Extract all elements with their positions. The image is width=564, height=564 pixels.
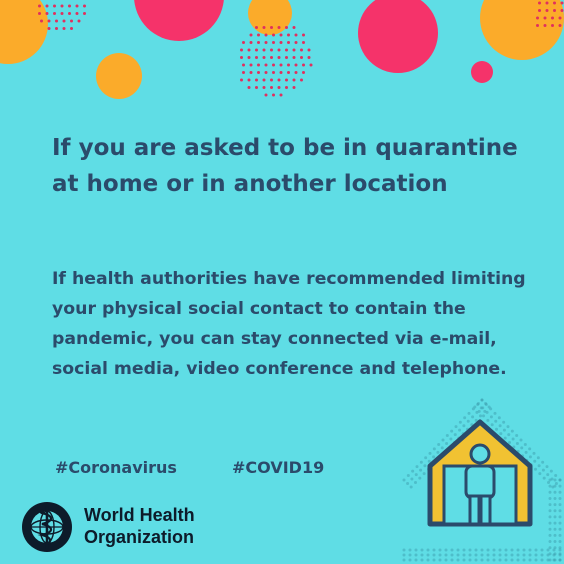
dot-pattern	[536, 1, 564, 27]
pink-circle	[134, 0, 224, 41]
orange-circle	[96, 53, 142, 99]
orange-circle	[0, 0, 48, 64]
orange-circle	[480, 0, 564, 60]
organization-name-line-2: Organization	[84, 527, 195, 547]
orange-circle	[248, 0, 292, 35]
hashtag-coronavirus: #Coronavirus	[55, 458, 177, 477]
organization-name: World Health Organization	[84, 504, 224, 548]
pink-circle	[471, 61, 493, 83]
hashtag-covid19: #COVID19	[232, 458, 325, 477]
organization-name-line-1: World Health	[84, 505, 195, 525]
who-emblem-icon	[22, 502, 72, 552]
house-icon	[402, 398, 562, 562]
body-text: If health authorities have recommended l…	[52, 269, 526, 379]
dot-pattern	[240, 26, 313, 97]
pink-circle	[358, 0, 438, 73]
dot-pattern	[38, 4, 86, 30]
page-title: If you are asked to be in quarantine at …	[52, 135, 518, 197]
person-icon	[464, 443, 496, 526]
